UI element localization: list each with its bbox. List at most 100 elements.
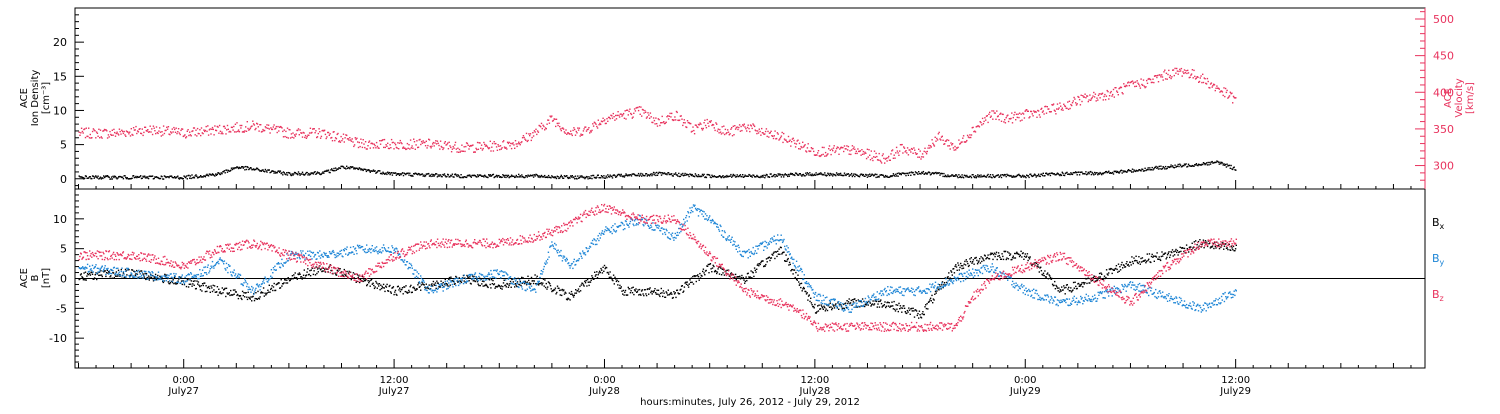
velocity-series-point: [1079, 99, 1080, 100]
density-series-point: [269, 169, 270, 170]
velocity-series-point: [1048, 108, 1049, 109]
bx-series-point: [532, 280, 533, 281]
bx-series-point: [545, 287, 546, 288]
density-series-point: [152, 175, 153, 176]
bx-series-point: [992, 259, 993, 260]
density-series-point: [1090, 171, 1091, 172]
velocity-series-point: [914, 150, 915, 151]
bx-series-point: [600, 272, 601, 273]
velocity-series-point: [1162, 76, 1163, 77]
velocity-series-point: [1179, 69, 1180, 70]
bx-series-point: [520, 285, 521, 286]
bx-series-point: [948, 272, 949, 273]
density-series-point: [621, 174, 622, 175]
bx-series-point: [715, 271, 716, 272]
density-series-point: [147, 176, 148, 177]
velocity-series-point: [865, 153, 866, 154]
bx-series-point: [1161, 251, 1162, 252]
velocity-series-point: [755, 130, 756, 131]
bx-series-point: [82, 277, 83, 278]
velocity-series-point: [1063, 104, 1064, 105]
bx-series-point: [161, 277, 162, 278]
velocity-series-point: [1145, 86, 1146, 87]
bx-series-point: [722, 272, 723, 273]
bx-series-point: [675, 292, 676, 293]
velocity-series-point: [929, 147, 930, 148]
bx-series-point: [960, 263, 961, 264]
velocity-series-point: [101, 137, 102, 138]
bx-series-point: [414, 288, 415, 289]
bx-series-point: [1091, 280, 1092, 281]
density-series-point: [556, 178, 557, 179]
by-series-point: [158, 272, 159, 273]
density-series-point: [823, 174, 824, 175]
density-series-point: [266, 171, 267, 172]
velocity-series-point: [1088, 101, 1089, 102]
velocity-series-point: [409, 148, 410, 149]
velocity-series-point: [1175, 73, 1176, 74]
bx-series-point: [1059, 291, 1060, 292]
bx-series-point: [1015, 253, 1016, 254]
density-series-point: [661, 174, 662, 175]
bx-series-point: [428, 288, 429, 289]
velocity-series-point: [352, 141, 353, 142]
bx-series-point: [132, 269, 133, 270]
bx-series-point: [879, 301, 880, 302]
bx-series-point: [298, 274, 299, 275]
velocity-series-point: [761, 128, 762, 129]
bx-series-point: [517, 281, 518, 282]
bx-series-point: [1236, 245, 1237, 246]
density-series-point: [1050, 175, 1051, 176]
density-series-point: [947, 174, 948, 175]
bx-series-point: [1080, 285, 1081, 286]
bx-series-point: [1175, 249, 1176, 250]
velocity-series-point: [358, 147, 359, 148]
velocity-series-point: [1152, 82, 1153, 83]
velocity-series-point: [448, 148, 449, 149]
bx-series-point: [471, 283, 472, 284]
velocity-series-point: [1157, 75, 1158, 76]
bx-series-point: [522, 277, 523, 278]
by-series-point: [108, 273, 109, 274]
velocity-series-point: [112, 130, 113, 131]
bx-series-point: [989, 258, 990, 259]
velocity-series-point: [1092, 95, 1093, 96]
bx-series-point: [595, 274, 596, 275]
velocity-series-point: [711, 120, 712, 121]
bx-series-point: [1065, 287, 1066, 288]
density-series-point: [188, 175, 189, 176]
density-series-point: [226, 169, 227, 170]
velocity-series-point: [942, 136, 943, 137]
velocity-series-point: [801, 147, 802, 148]
velocity-series-point: [596, 126, 597, 127]
by-series-point: [93, 271, 94, 272]
bx-series-point: [757, 265, 758, 266]
bx-series-point: [717, 271, 718, 272]
velocity-series-point: [237, 131, 238, 132]
velocity-series-point: [463, 151, 464, 152]
density-series-point: [671, 173, 672, 174]
velocity-series-point: [1182, 71, 1183, 72]
density-series-point: [273, 172, 274, 173]
bx-series-point: [475, 281, 476, 282]
bx-series-point: [647, 288, 648, 289]
bx-series-point: [679, 293, 680, 294]
bx-series-point: [1051, 278, 1052, 279]
velocity-series-point: [538, 132, 539, 133]
density-series-point: [694, 176, 695, 177]
bx-series-point: [440, 281, 441, 282]
density-series-point: [117, 177, 118, 178]
density-series-point: [432, 175, 433, 176]
density-series-point: [939, 174, 940, 175]
bx-series-point: [598, 274, 599, 275]
bx-series-point: [1231, 246, 1232, 247]
bx-series-point: [198, 285, 199, 286]
velocity-series-point: [297, 130, 298, 131]
density-series-point: [1133, 171, 1134, 172]
bx-series-point: [765, 264, 766, 265]
velocity-series-point: [556, 119, 557, 120]
bx-series-point: [574, 293, 575, 294]
velocity-series-point: [82, 131, 83, 132]
by-series-point: [109, 273, 110, 274]
velocity-series-point: [715, 122, 716, 123]
